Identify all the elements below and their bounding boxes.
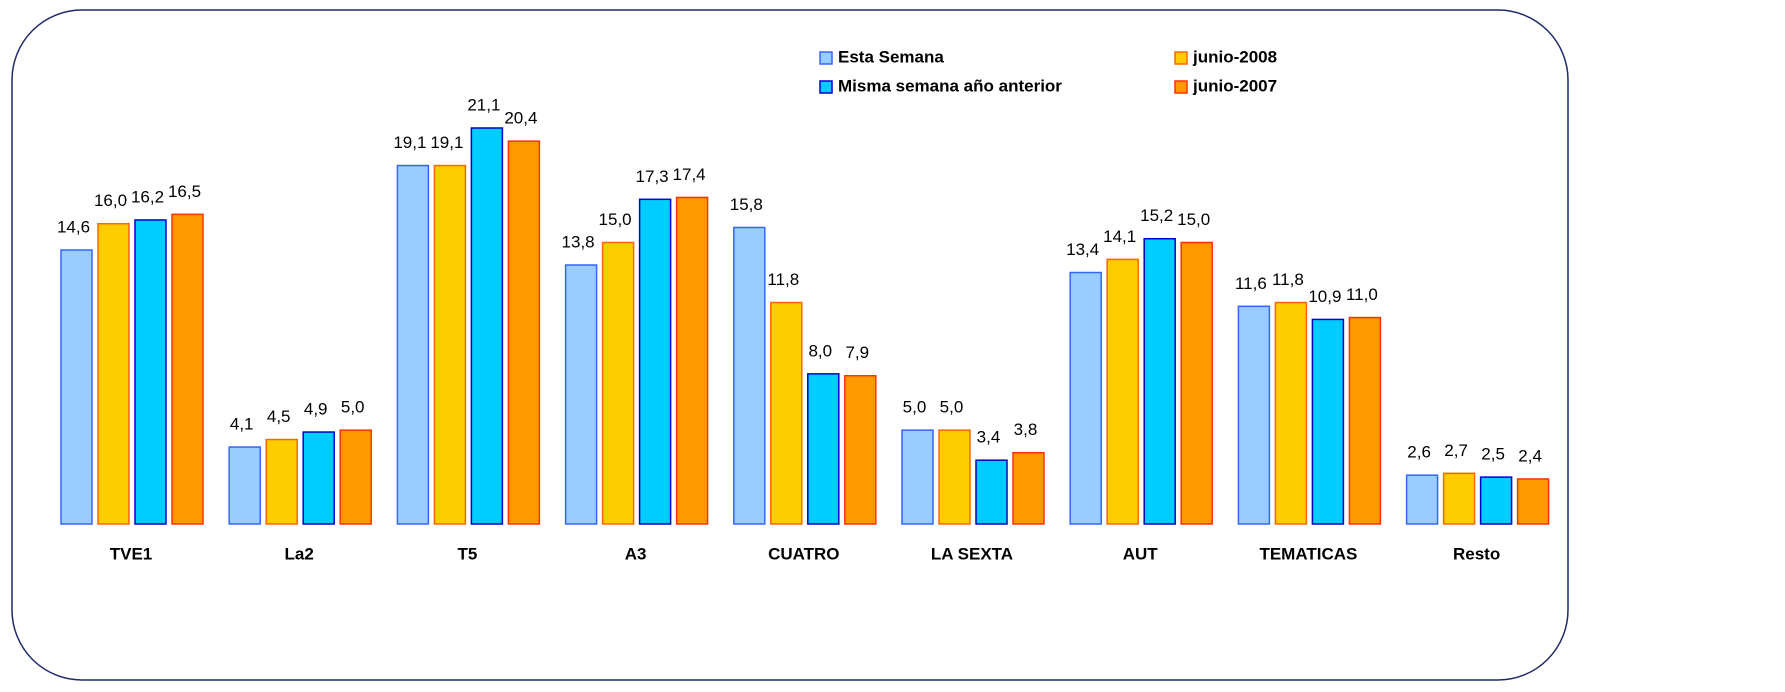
- data-label: 4,5: [267, 407, 291, 426]
- bar: [1069, 271, 1102, 525]
- bar: [1274, 301, 1308, 525]
- data-label: 3,4: [977, 428, 1001, 447]
- bar: [302, 431, 335, 525]
- frame: [11, 9, 1569, 681]
- data-label: 13,4: [1066, 240, 1099, 259]
- data-label: 15,0: [599, 210, 632, 229]
- x-tick-label: T5: [457, 544, 477, 563]
- bar: [97, 222, 130, 525]
- bar: [1012, 451, 1045, 525]
- bar: [638, 198, 672, 525]
- data-label: 2,6: [1407, 443, 1431, 462]
- bar: [470, 127, 504, 525]
- bar: [1237, 305, 1271, 525]
- data-label: 4,1: [230, 415, 254, 434]
- bar: [228, 446, 261, 525]
- data-label: 3,8: [1014, 420, 1038, 439]
- legend-label: junio-2007: [1192, 76, 1277, 95]
- bar: [339, 429, 372, 525]
- data-label: 21,1: [467, 95, 500, 114]
- data-label: 14,1: [1103, 227, 1136, 246]
- data-label: 2,7: [1444, 441, 1468, 460]
- bar: [1479, 476, 1513, 525]
- bar: [770, 301, 803, 525]
- legend-swatch: [1174, 51, 1188, 65]
- data-label: 5,0: [903, 398, 927, 417]
- bar: [975, 459, 1008, 525]
- data-label: 4,9: [304, 400, 328, 419]
- bar: [396, 164, 430, 525]
- data-label: 11,0: [1346, 285, 1378, 304]
- bar: [844, 374, 877, 525]
- bar: [1442, 472, 1476, 525]
- x-tick-label: TVE1: [110, 544, 153, 563]
- bar: [1348, 316, 1382, 525]
- legend-label: junio-2008: [1192, 47, 1277, 66]
- data-label: 5,0: [341, 398, 365, 417]
- bar: [901, 429, 934, 525]
- bar: [733, 226, 766, 525]
- legend-swatch: [819, 80, 833, 94]
- x-tick-label: LA SEXTA: [931, 544, 1013, 563]
- legend-swatch: [1174, 80, 1188, 94]
- bar: [507, 140, 541, 525]
- bar: [1516, 478, 1550, 525]
- bar: [265, 438, 298, 525]
- x-tick-label: Resto: [1453, 544, 1500, 563]
- data-label: 20,4: [504, 109, 537, 128]
- legend-swatch: [819, 51, 833, 65]
- data-label: 16,5: [168, 182, 201, 201]
- data-label: 7,9: [845, 343, 869, 362]
- data-label: 11,8: [1272, 270, 1304, 289]
- bar: [675, 196, 709, 525]
- x-tick-label: TEMATICAS: [1259, 544, 1357, 563]
- data-label: 16,0: [94, 191, 127, 210]
- bar: [564, 264, 598, 525]
- data-label: 14,6: [57, 217, 90, 236]
- data-label: 8,0: [808, 341, 832, 360]
- data-label: 13,8: [562, 232, 595, 251]
- data-label: 10,9: [1308, 287, 1341, 306]
- bar: [807, 373, 840, 525]
- data-label: 17,3: [636, 167, 669, 186]
- x-tick-label: A3: [625, 544, 647, 563]
- data-label: 2,5: [1481, 445, 1505, 464]
- data-label: 17,4: [673, 165, 706, 184]
- data-label: 19,1: [393, 133, 426, 152]
- bar: [1143, 237, 1176, 525]
- legend-label: Misma semana año anterior: [838, 76, 1062, 95]
- bar: [1405, 474, 1439, 525]
- bar: [1311, 318, 1345, 525]
- data-label: 16,2: [131, 187, 164, 206]
- data-label: 2,4: [1518, 446, 1542, 465]
- data-label: 15,8: [730, 195, 763, 214]
- bar: [1106, 258, 1139, 525]
- bar: [134, 219, 167, 525]
- x-tick-label: La2: [285, 544, 314, 563]
- data-label: 11,8: [767, 270, 799, 289]
- bar: [433, 164, 467, 525]
- data-label: 19,1: [430, 133, 463, 152]
- bar: [171, 213, 204, 525]
- legend-label: Esta Semana: [838, 47, 944, 66]
- data-label: 11,6: [1235, 274, 1267, 293]
- x-tick-label: CUATRO: [768, 544, 839, 563]
- data-label: 15,0: [1177, 210, 1210, 229]
- bar: [938, 429, 971, 525]
- bar: [601, 241, 635, 525]
- bar: [1180, 241, 1213, 525]
- data-label: 15,2: [1140, 206, 1173, 225]
- data-label: 5,0: [940, 398, 964, 417]
- x-tick-label: AUT: [1123, 544, 1159, 563]
- bar: [60, 249, 93, 525]
